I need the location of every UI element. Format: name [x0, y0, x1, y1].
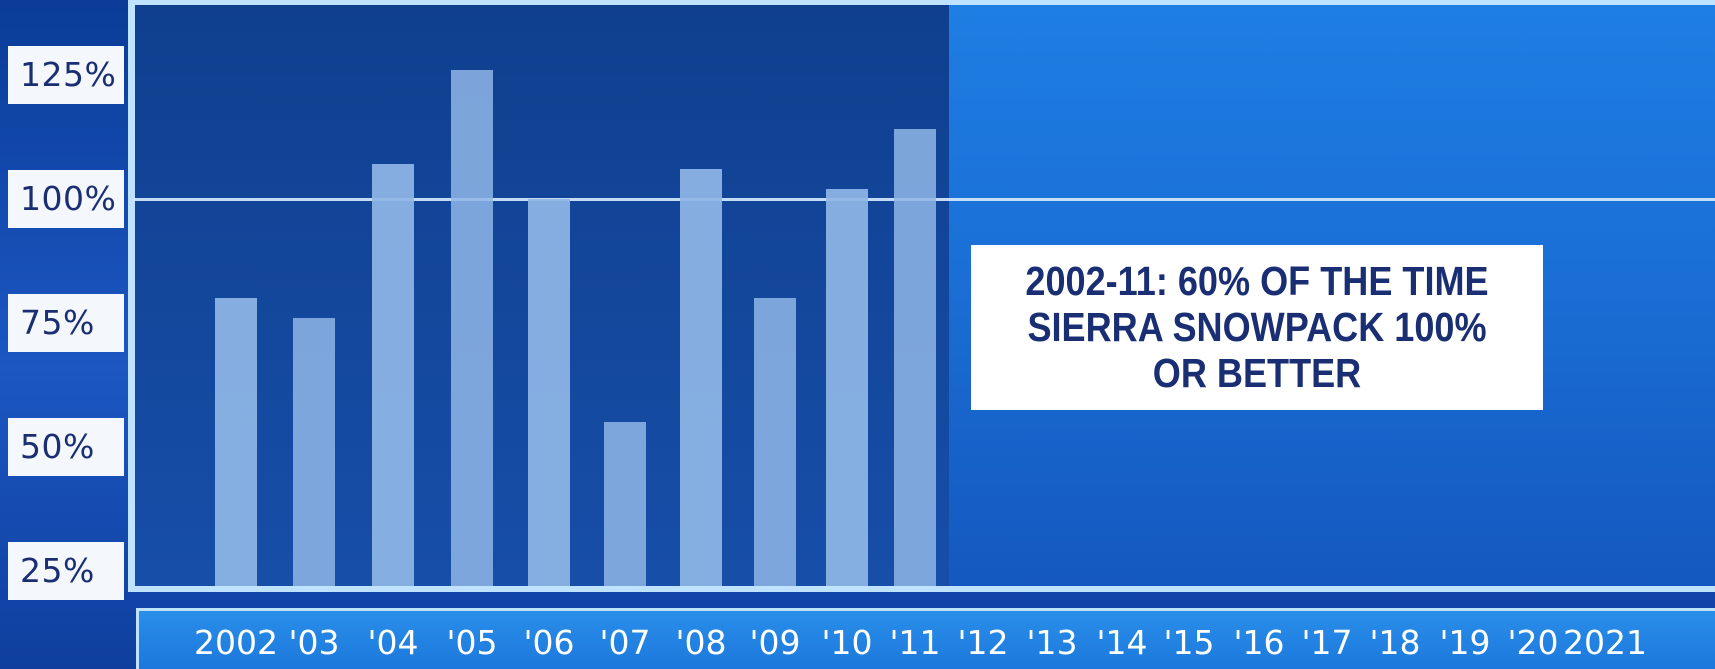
- bar-1: [293, 317, 335, 586]
- x-tick-label: '09: [749, 623, 801, 662]
- x-tick-label: '16: [1233, 623, 1285, 662]
- annotation-line-1: 2002-11: 60% OF THE TIME: [1025, 258, 1489, 304]
- x-tick-label: '18: [1369, 623, 1421, 662]
- x-tick-label: '17: [1301, 623, 1353, 662]
- bar-8: [826, 188, 868, 586]
- x-axis-line: [128, 586, 1715, 592]
- x-axis-band: [136, 608, 1715, 669]
- x-tick-label: '07: [599, 623, 651, 662]
- bar-4: [528, 198, 570, 586]
- x-tick-label: '12: [957, 623, 1009, 662]
- x-tick-label: '19: [1439, 623, 1491, 662]
- annotation-line-3: OR BETTER: [1152, 350, 1362, 396]
- x-tick-label: '06: [523, 623, 575, 662]
- y-tick-label: 75%: [8, 293, 124, 352]
- x-tick-label: '14: [1096, 623, 1148, 662]
- x-tick-label: '04: [367, 623, 419, 662]
- y-tick-label: 125%: [8, 45, 124, 104]
- top-border: [134, 0, 1715, 5]
- y-tick-label: 50%: [8, 417, 124, 476]
- x-tick-label: 2002: [194, 623, 278, 662]
- x-tick-label: '11: [889, 623, 941, 662]
- bar-5: [604, 422, 646, 586]
- y-axis-line: [128, 0, 135, 592]
- x-tick-label: '03: [288, 623, 340, 662]
- annotation-callout: 2002-11: 60% OF THE TIME SIERRA SNOWPACK…: [971, 245, 1543, 410]
- annotation-line-2: SIERRA SNOWPACK 100%: [1027, 304, 1487, 350]
- x-tick-label: '13: [1026, 623, 1078, 662]
- x-tick-label: '08: [675, 623, 727, 662]
- bar-3: [451, 69, 493, 586]
- bar-0: [215, 297, 257, 586]
- x-tick-label: '10: [821, 623, 873, 662]
- bar-2: [372, 163, 414, 586]
- bar-9: [894, 129, 936, 586]
- bar-6: [680, 168, 722, 586]
- y-tick-label: 100%: [8, 169, 124, 228]
- x-tick-label: '05: [446, 623, 498, 662]
- x-tick-label: '15: [1163, 623, 1215, 662]
- x-tick-label: 2021: [1563, 623, 1647, 662]
- bar-7: [754, 297, 796, 586]
- y-tick-label: 25%: [8, 542, 124, 601]
- x-tick-label: '20: [1507, 623, 1559, 662]
